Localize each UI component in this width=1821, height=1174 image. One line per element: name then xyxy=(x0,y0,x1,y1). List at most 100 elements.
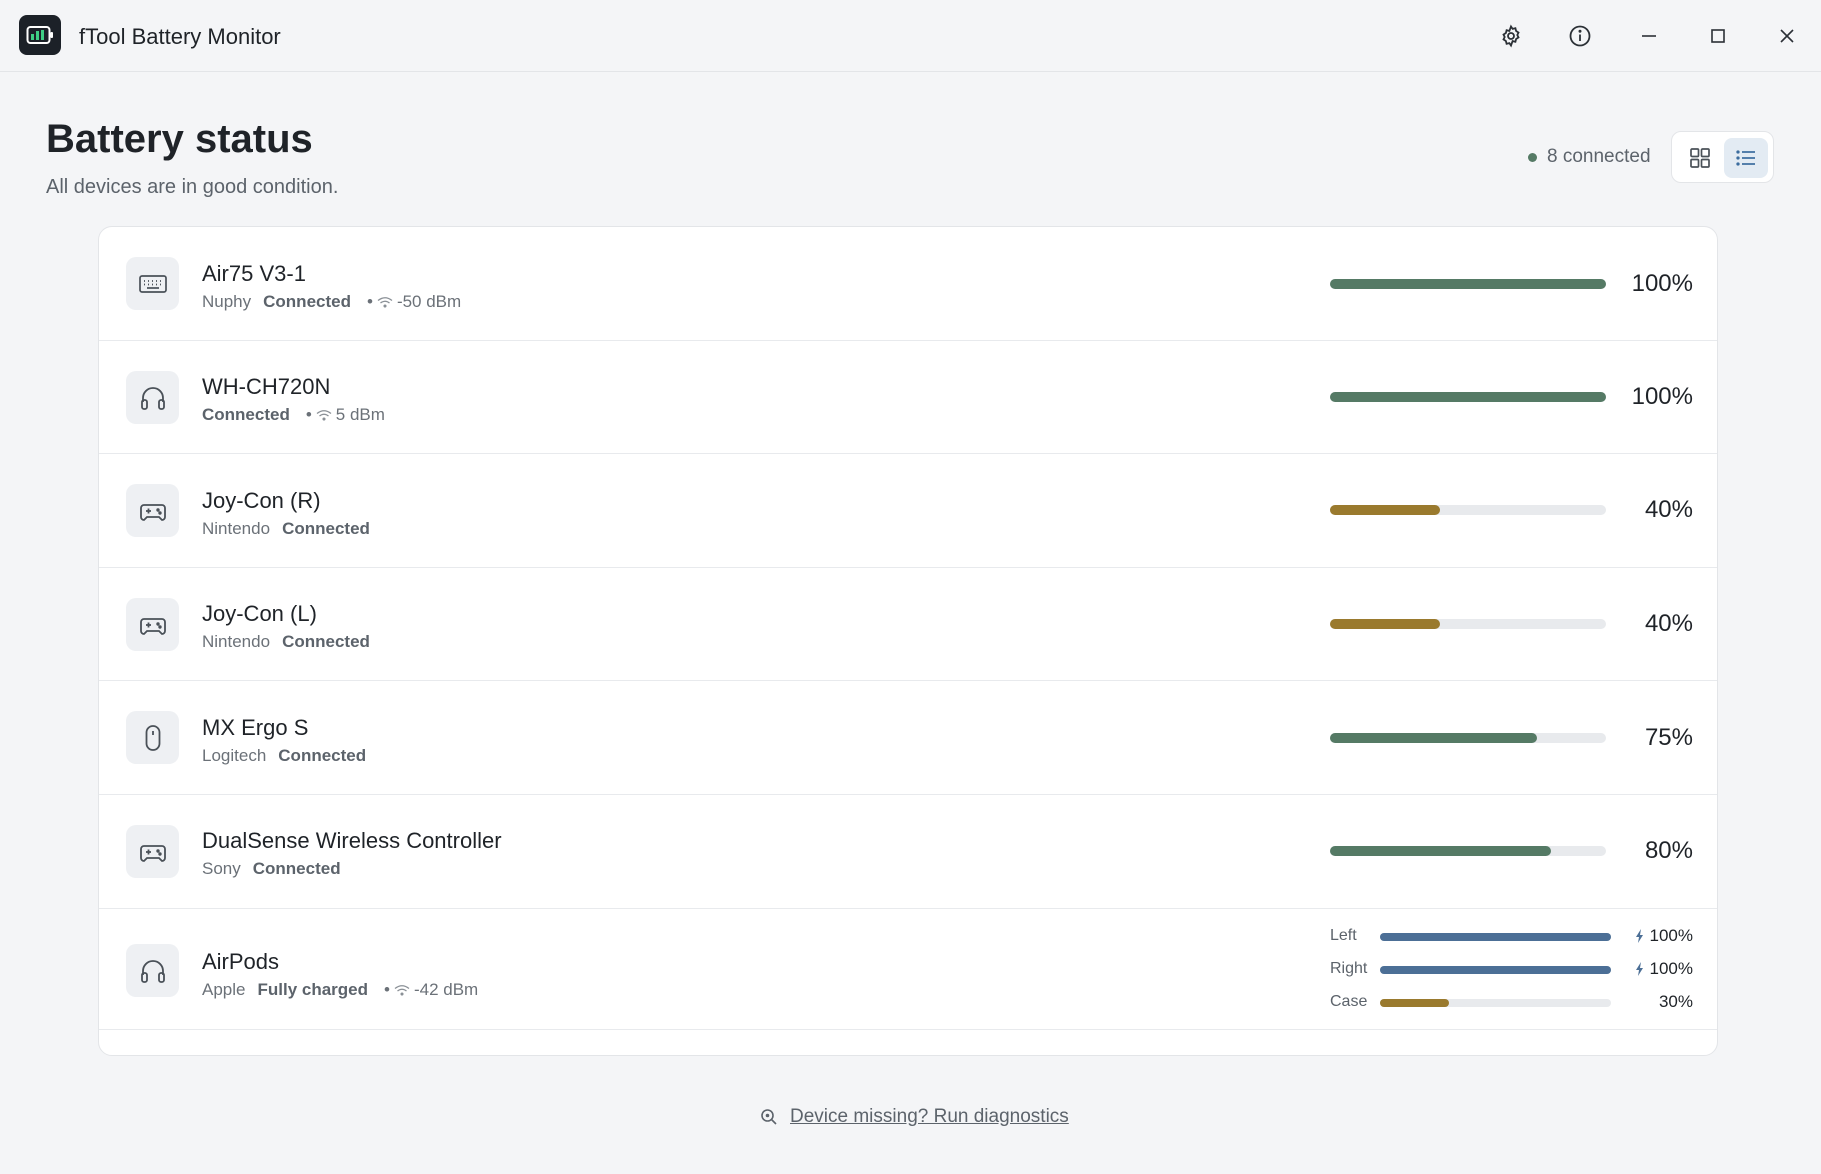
device-name: AirPods xyxy=(202,949,280,974)
mouse-icon xyxy=(145,724,160,751)
maximize-icon xyxy=(1711,29,1725,43)
device-brand: Nintendo xyxy=(202,632,271,651)
settings-button[interactable] xyxy=(1491,16,1531,56)
minimize-icon xyxy=(1642,35,1656,37)
battery-percent: 100% xyxy=(1631,383,1693,410)
device-signal: • -50 dBm xyxy=(367,292,461,312)
device-signal: • -42 dBm xyxy=(384,980,478,1000)
device-brand: Nintendo xyxy=(202,519,271,538)
list-icon xyxy=(1736,150,1755,166)
device-meta: Nintendo Connected xyxy=(202,519,370,539)
title-bar: fTool Battery Monitor xyxy=(0,0,1821,72)
device-name: WH-CH720N xyxy=(202,374,331,399)
maximize-button[interactable] xyxy=(1698,16,1738,56)
device-icon xyxy=(126,484,179,537)
battery-app-icon xyxy=(19,15,61,55)
device-meta: Connected • 5 dBm xyxy=(202,405,385,425)
device-row[interactable]: Joy-Con (R) Nintendo Connected 40% xyxy=(99,454,1717,568)
wifi-icon xyxy=(316,410,332,421)
bullet: • xyxy=(305,405,312,424)
device-signal: • 5 dBm xyxy=(306,405,385,425)
diagnostics-footer: Device missing? Run diagnostics xyxy=(760,1106,1069,1128)
device-status: Connected xyxy=(278,746,367,765)
device-meta: Logitech Connected xyxy=(202,746,366,766)
battery-bar xyxy=(1330,279,1606,289)
airpods-right-bar xyxy=(1380,966,1611,974)
window-title: fTool Battery Monitor xyxy=(79,24,281,49)
device-brand: Sony xyxy=(202,859,241,878)
page-title: Battery status xyxy=(46,117,313,161)
device-row[interactable]: WH-CH720N Connected • 5 dBm 100% xyxy=(99,341,1717,454)
airpods-right-percent: 100% xyxy=(1635,959,1693,979)
device-icon xyxy=(126,257,179,310)
device-name: Air75 V3-1 xyxy=(202,261,306,286)
headphones-icon xyxy=(140,386,165,410)
headphones-icon xyxy=(140,959,165,983)
battery-bar xyxy=(1330,619,1606,629)
view-toggle xyxy=(1671,131,1774,183)
grid-icon xyxy=(1690,148,1710,168)
battery-fill xyxy=(1330,505,1441,515)
signal-value: 5 dBm xyxy=(335,405,385,424)
device-status: Connected xyxy=(252,859,341,878)
battery-fill xyxy=(1330,392,1606,402)
device-row[interactable]: MX Ergo S Logitech Connected 75% xyxy=(99,681,1717,795)
device-icon xyxy=(126,825,179,878)
wifi-icon xyxy=(377,297,393,308)
close-icon xyxy=(1780,29,1794,43)
device-status: Connected xyxy=(282,519,370,538)
device-status: Connected xyxy=(282,632,370,651)
gear-icon xyxy=(1502,24,1520,48)
device-icon xyxy=(126,598,179,651)
device-icon xyxy=(126,711,179,764)
status-dot-icon xyxy=(1528,152,1537,162)
charging-bolt-icon xyxy=(1635,929,1643,943)
device-icon xyxy=(126,371,179,424)
device-row[interactable]: Joy-Con (L) Nintendo Connected 40% xyxy=(99,568,1717,681)
bullet: • xyxy=(366,292,373,311)
device-meta: Nintendo Connected xyxy=(202,632,370,652)
device-name: MX Ergo S xyxy=(202,715,309,740)
device-row[interactable]: DualSense Wireless Controller Sony Conne… xyxy=(99,795,1717,909)
gamepad-icon xyxy=(139,844,166,862)
device-row[interactable]: AirPods Apple Fully charged • -42 dBm Le… xyxy=(99,909,1717,1030)
battery-percent: 100% xyxy=(1649,926,1693,945)
battery-fill xyxy=(1330,279,1606,289)
grid-view-button[interactable] xyxy=(1678,138,1722,178)
battery-percent: 40% xyxy=(1644,496,1693,523)
device-status: Connected xyxy=(202,405,290,424)
signal-value: -50 dBm xyxy=(396,292,462,311)
device-status: Connected xyxy=(263,292,351,311)
device-row[interactable]: Air75 V3-1 Nuphy Connected • -50 dBm 100… xyxy=(99,227,1717,341)
signal-value: -42 dBm xyxy=(413,980,479,999)
battery-fill xyxy=(1330,619,1441,629)
battery-bar xyxy=(1330,846,1606,856)
minimize-button[interactable] xyxy=(1629,16,1669,56)
device-meta: Apple Fully charged • -42 dBm xyxy=(202,980,478,1000)
battery-fill xyxy=(1330,733,1537,743)
battery-percent: 30% xyxy=(1658,992,1693,1011)
device-status: Fully charged xyxy=(257,980,369,999)
about-button[interactable] xyxy=(1560,16,1600,56)
list-view-button[interactable] xyxy=(1724,138,1768,178)
device-brand: Logitech xyxy=(202,746,267,765)
battery-fill xyxy=(1330,846,1551,856)
battery-fill xyxy=(1380,933,1611,941)
bullet: • xyxy=(384,980,390,999)
battery-bar xyxy=(1330,733,1606,743)
info-icon xyxy=(1569,25,1591,47)
run-diagnostics-link[interactable]: Device missing? Run diagnostics xyxy=(790,1106,1069,1127)
device-brand: Apple xyxy=(202,980,246,999)
battery-fill xyxy=(1380,999,1450,1007)
airpods-case-label: Case xyxy=(1330,993,1368,1010)
device-meta: Sony Connected xyxy=(202,859,341,879)
close-button[interactable] xyxy=(1767,16,1807,56)
device-name: Joy-Con (L) xyxy=(202,601,317,626)
battery-percent: 75% xyxy=(1644,724,1693,751)
gamepad-icon xyxy=(139,503,166,521)
battery-bar xyxy=(1330,505,1606,515)
battery-percent: 100% xyxy=(1649,959,1693,978)
airpods-case-bar xyxy=(1380,999,1611,1007)
device-list: Air75 V3-1 Nuphy Connected • -50 dBm 100… xyxy=(98,226,1718,1056)
airpods-right-label: Right xyxy=(1330,960,1368,977)
